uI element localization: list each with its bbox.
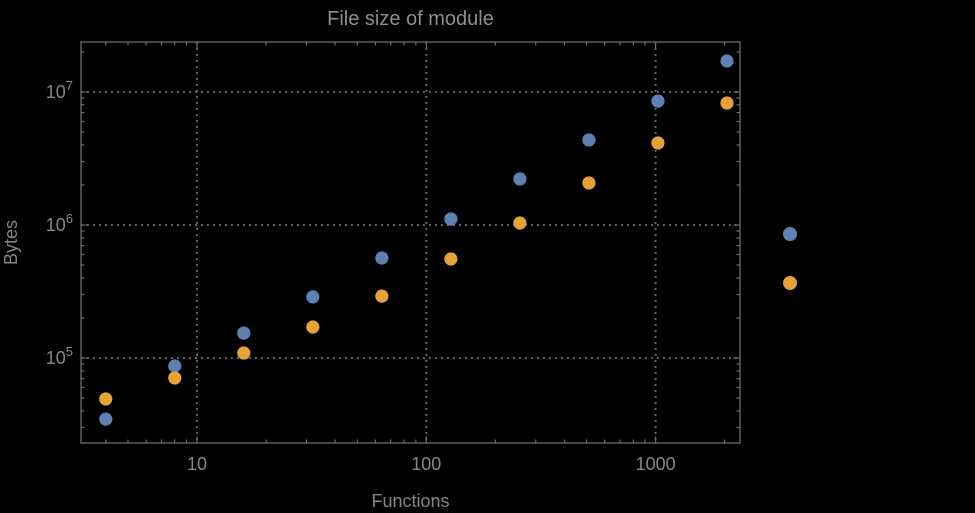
- plot-frame: [80, 41, 741, 444]
- data-point-series-1: [306, 290, 320, 304]
- data-point-series-2: [375, 289, 389, 303]
- y-tick-label: 105: [46, 344, 73, 368]
- data-point-series-1: [237, 326, 251, 340]
- data-point-series-2: [582, 176, 596, 190]
- data-point-series-1: [720, 54, 734, 68]
- x-tick-label: 10: [187, 454, 207, 474]
- data-point-series-2: [237, 346, 251, 360]
- data-point-series-1: [444, 212, 458, 226]
- data-point-series-1: [582, 133, 596, 147]
- data-point-series-2: [306, 320, 320, 334]
- data-point-series-1: [99, 412, 113, 426]
- data-point-series-1: [168, 359, 182, 373]
- data-point-series-2: [513, 216, 527, 230]
- y-axis-label: Bytes: [1, 220, 21, 265]
- legend-marker: [783, 227, 797, 241]
- data-point-series-2: [444, 252, 458, 266]
- data-point-series-2: [720, 96, 734, 110]
- data-point-series-2: [168, 371, 182, 385]
- y-tick-label: 106: [46, 211, 73, 235]
- x-tick-label: 1000: [636, 454, 676, 474]
- y-tick-label: 107: [46, 78, 73, 102]
- chart-title: File size of module: [327, 8, 494, 30]
- data-point-series-2: [651, 136, 665, 150]
- data-point-series-1: [513, 172, 527, 186]
- legend-marker: [783, 276, 797, 290]
- data-point-series-1: [375, 251, 389, 265]
- x-axis-label: Functions: [371, 491, 449, 511]
- data-point-series-2: [99, 392, 113, 406]
- x-tick-label: 100: [411, 454, 441, 474]
- data-point-series-1: [651, 94, 665, 108]
